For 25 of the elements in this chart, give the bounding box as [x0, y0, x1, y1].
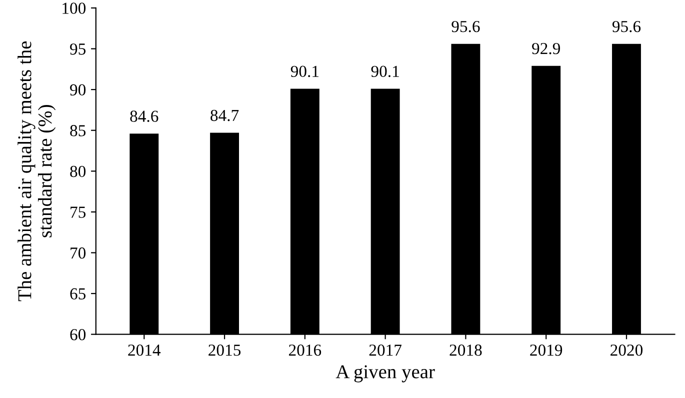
x-tick-label: 2020 [610, 344, 643, 356]
y-tick-label: 100 [62, 2, 86, 14]
y-tick-label: 85 [70, 125, 86, 136]
x-tick-label: 2018 [450, 344, 482, 356]
x-axis-title: A given year [336, 365, 435, 382]
y-tick-label: 65 [70, 288, 86, 300]
data-label: 90.1 [371, 66, 399, 78]
y-tick-label: 60 [70, 329, 86, 340]
y-tick-label: 80 [70, 166, 86, 178]
data-label: 90.1 [290, 66, 319, 78]
data-label: 84.6 [130, 110, 158, 122]
data-label: 84.7 [210, 110, 239, 122]
data-label: 92.9 [532, 42, 560, 54]
x-tick-label: 2016 [288, 344, 322, 356]
y-tick-label: 70 [70, 247, 86, 259]
y-axis-title: The ambient air quality meets the standard rate (%) [18, 41, 56, 302]
x-tick-label: 2015 [208, 344, 241, 356]
x-tick-label: 2014 [128, 344, 161, 356]
y-tick-label: 95 [70, 44, 86, 55]
data-label: 95.6 [612, 20, 641, 32]
x-tick-label: 2019 [530, 344, 562, 356]
y-tick-label: 90 [70, 84, 86, 96]
x-tick-label: 2017 [369, 344, 402, 356]
y-tick-label: 75 [70, 206, 86, 218]
data-label: 95.6 [452, 20, 480, 32]
